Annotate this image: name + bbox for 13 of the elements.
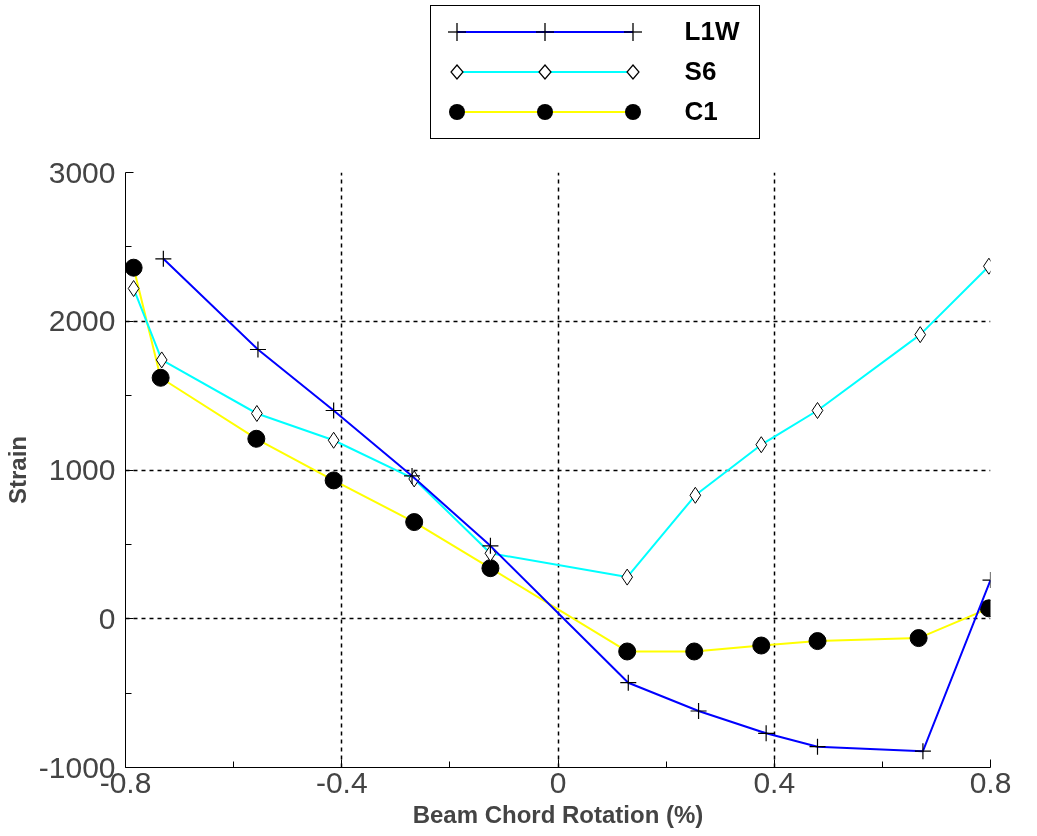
legend-label: L1W (684, 15, 740, 49)
legend-label: S6 (684, 55, 717, 89)
legend-label: C1 (684, 95, 718, 129)
x-tick-label: -0.4 (315, 765, 368, 799)
x-tick-label: 0.4 (753, 765, 796, 799)
y-axis-title: Strain (3, 435, 31, 505)
x-tick-label: 0.8 (969, 765, 1012, 799)
x-axis-title: Beam Chord Rotation (%) (412, 800, 704, 828)
y-tick-label: 0 (98, 601, 116, 635)
y-tick-label: 1000 (48, 453, 116, 486)
y-tick-label: 2000 (48, 304, 116, 338)
y-tick-label: 3000 (48, 155, 116, 189)
x-tick-label: 0 (549, 765, 567, 799)
